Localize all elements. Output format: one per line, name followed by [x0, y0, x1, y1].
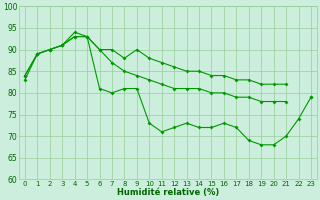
X-axis label: Humidité relative (%): Humidité relative (%) [117, 188, 219, 197]
